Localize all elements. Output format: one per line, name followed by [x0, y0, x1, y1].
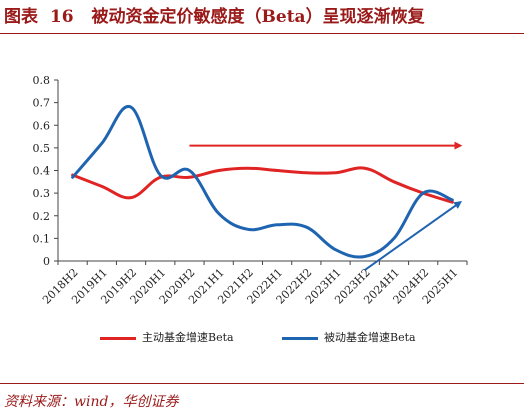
trend-arrow-2: [364, 201, 463, 271]
figure-label: 图表: [4, 7, 38, 27]
y-tick-label: 0.1: [33, 232, 51, 245]
y-tick-label: 0.6: [33, 119, 51, 132]
legend-swatch: [100, 336, 136, 340]
legend-swatch: [282, 336, 318, 340]
y-tick-label: 0.7: [33, 97, 51, 110]
y-tick-label: 0.5: [33, 142, 51, 155]
source-note: 资料来源：wind，华创证券: [4, 394, 179, 410]
figure-title-text: 被动资金定价敏感度（Beta）呈现逐渐恢复: [91, 7, 425, 27]
y-tick-label: 0.8: [33, 74, 51, 87]
source-rule: [0, 383, 524, 384]
figure-number: 16: [49, 7, 74, 27]
figure-title: 图表 16 被动资金定价敏感度（Beta）呈现逐渐恢复: [4, 4, 425, 30]
legend-item-2: 被动基金增速Beta: [282, 328, 416, 348]
line-chart: 00.10.20.30.40.50.60.70.82018H22019H1201…: [33, 74, 468, 307]
series-line-2: [71, 105, 454, 259]
title-rule: [0, 33, 524, 34]
chart-legend: 主动基金增速Beta 被动基金增速Beta: [0, 328, 524, 348]
y-tick-label: 0: [43, 255, 50, 268]
legend-item-1: 主动基金增速Beta: [100, 328, 234, 348]
y-tick-label: 0.4: [33, 165, 51, 178]
y-tick-label: 0.2: [33, 210, 51, 223]
legend-label: 被动基金增速Beta: [324, 331, 416, 344]
y-tick-label: 0.3: [33, 187, 51, 200]
legend-label: 主动基金增速Beta: [142, 331, 234, 344]
series-line-1: [71, 166, 454, 204]
